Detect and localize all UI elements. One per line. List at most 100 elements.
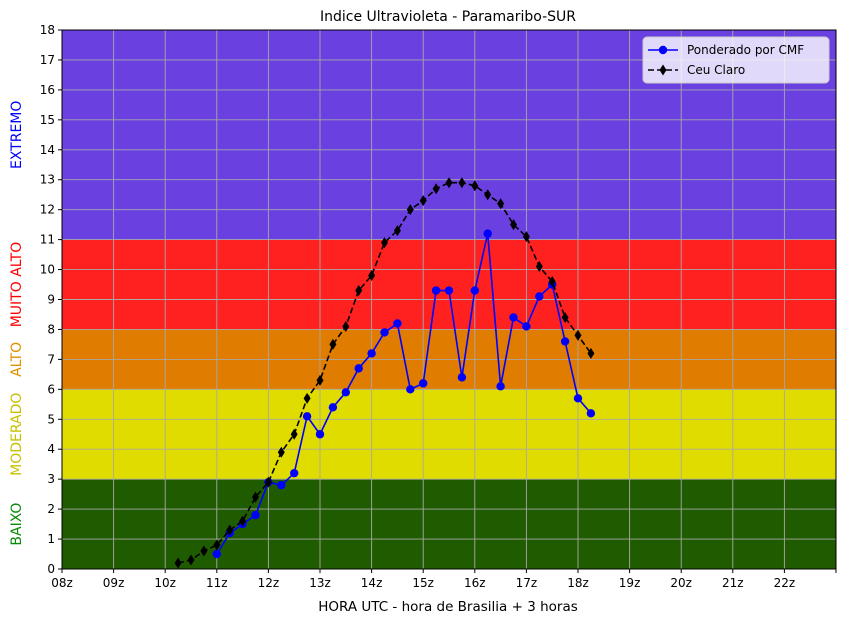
y-tick-label: 17 [40, 53, 55, 67]
data-point [560, 337, 570, 346]
data-point [496, 382, 505, 391]
y-tick-label: 3 [47, 472, 55, 486]
y-tick-label: 13 [40, 173, 55, 187]
data-point [561, 311, 569, 323]
data-point [315, 430, 325, 439]
x-tick-label: 17z [516, 576, 538, 590]
data-point [586, 409, 596, 418]
data-point [252, 491, 259, 503]
x-tick-label: 08z [51, 576, 73, 590]
data-point [419, 195, 427, 207]
data-point [368, 270, 376, 282]
data-point [328, 403, 338, 412]
y-tick-label: 10 [40, 263, 55, 277]
data-point [497, 198, 505, 210]
band-muito-alto [62, 239, 836, 330]
data-point [341, 388, 350, 397]
legend-label: Ceu Claro [687, 63, 745, 77]
data-point [239, 515, 247, 527]
x-tick-label: 19z [619, 576, 641, 590]
data-point [355, 285, 363, 297]
x-tick-label: 20z [670, 576, 692, 590]
x-axis-label: HORA UTC - hora de Brasilia + 3 horas [318, 599, 578, 615]
data-point [264, 476, 272, 488]
legend-marker [659, 64, 667, 76]
data-point [471, 180, 479, 192]
data-point [342, 320, 350, 332]
data-point [174, 557, 182, 569]
y-tick-label: 7 [47, 352, 55, 366]
x-tick-label: 12z [258, 576, 280, 590]
data-point [251, 510, 260, 520]
data-point [200, 545, 208, 557]
data-point [535, 292, 544, 301]
data-point [445, 177, 453, 189]
data-point [277, 480, 286, 490]
data-point [574, 329, 582, 341]
y-tick-label: 16 [40, 83, 55, 97]
y-tick-label: 1 [47, 532, 55, 546]
band-moderado [62, 389, 836, 480]
data-point [303, 392, 311, 404]
band-label: BAIXO [9, 503, 25, 546]
data-point [470, 286, 479, 295]
data-point [535, 261, 543, 273]
grid-lines [61, 29, 837, 570]
data-point [277, 446, 285, 458]
y-tick-label: 8 [47, 322, 55, 336]
y-tick-label: 15 [40, 113, 55, 127]
x-tick-label: 16z [464, 576, 486, 590]
band-label: EXTREMO [9, 101, 25, 169]
x-tick-label: 13z [309, 576, 331, 590]
data-point [406, 385, 415, 394]
data-point [431, 286, 441, 295]
x-tick-label: 22z [774, 576, 796, 590]
y-tick-label: 6 [47, 382, 55, 396]
data-point [290, 468, 299, 478]
x-tick-label: 15z [412, 576, 434, 590]
y-tick-label: 2 [47, 502, 55, 516]
band-labels: BAIXO MODERADO ALTO MUITO ALTO EXTREMO [9, 101, 25, 546]
data-point [367, 349, 376, 358]
data-point [380, 328, 389, 337]
band-label: ALTO [9, 342, 25, 377]
band-label: MUITO ALTO [9, 242, 25, 328]
legend-marker [658, 45, 668, 55]
y-tick-label: 12 [40, 203, 55, 217]
data-point [483, 229, 492, 238]
series-layer [174, 177, 596, 569]
data-point [381, 237, 388, 249]
data-point [548, 276, 556, 288]
y-tick-label: 9 [47, 293, 55, 307]
band-baixo [62, 479, 836, 569]
x-axis-ticks: 08z 09z 10z 11z 12z 13z 14z 15z 16z 17z 18z 19z 20z 2… [51, 569, 837, 590]
y-tick-label: 14 [40, 143, 55, 157]
data-point [419, 379, 428, 388]
x-tick-label: 10z [154, 576, 176, 590]
data-point [444, 286, 454, 295]
data-point [587, 347, 595, 359]
data-point [354, 364, 363, 373]
data-point [226, 524, 234, 536]
series-line-ceu-claro [177, 181, 592, 564]
data-point [302, 412, 312, 421]
data-point [457, 373, 467, 382]
x-tick-label: 18z [567, 576, 589, 590]
data-point [432, 183, 440, 195]
data-point [510, 219, 517, 231]
y-tick-label: 18 [40, 23, 55, 37]
x-tick-label: 11z [206, 576, 228, 590]
x-tick-label: 14z [361, 576, 383, 590]
data-point [393, 319, 402, 328]
legend-label: Ponderado por CMF [687, 43, 804, 57]
data-point [573, 394, 583, 403]
data-point [484, 189, 492, 201]
data-point [509, 313, 518, 322]
x-tick-label: 21z [722, 576, 744, 590]
data-point [522, 322, 531, 331]
data-point [406, 204, 414, 216]
legend: Ponderado por CMF Ceu Claro [642, 36, 830, 84]
data-point [290, 428, 298, 440]
uv-category-bands [62, 30, 836, 569]
